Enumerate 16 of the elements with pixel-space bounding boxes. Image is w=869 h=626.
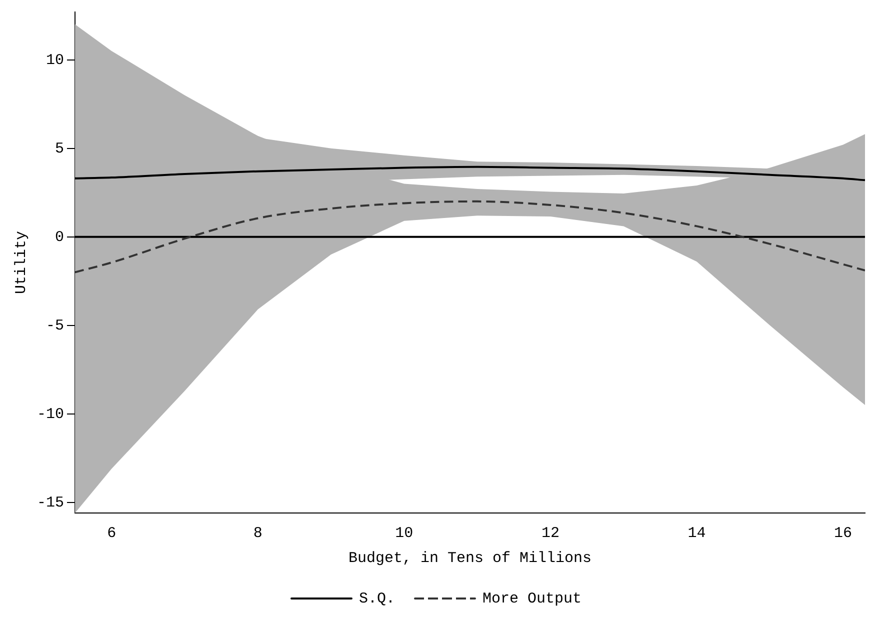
y-tick-label: -5	[46, 317, 64, 334]
legend-label: S.Q.	[358, 590, 396, 608]
x-tick-label: 10	[395, 524, 414, 542]
x-tick-label: 8	[253, 524, 262, 542]
x-tick-label: 12	[541, 524, 560, 542]
x-tick-label: 6	[107, 524, 116, 542]
y-tick-label: 0	[54, 228, 64, 246]
y-axis-title: Utility	[12, 230, 30, 294]
y-tick-label: -15	[36, 494, 64, 512]
y-tick-label: 10	[46, 52, 64, 69]
x-tick-label: 16	[834, 524, 852, 542]
y-tick-label: -10	[36, 406, 64, 423]
y-tick-label: 5	[54, 140, 64, 158]
x-tick-label: 14	[688, 524, 706, 542]
legend-label: More Output	[482, 590, 582, 608]
x-axis-title: Budget, in Tens of Millions	[348, 550, 592, 567]
